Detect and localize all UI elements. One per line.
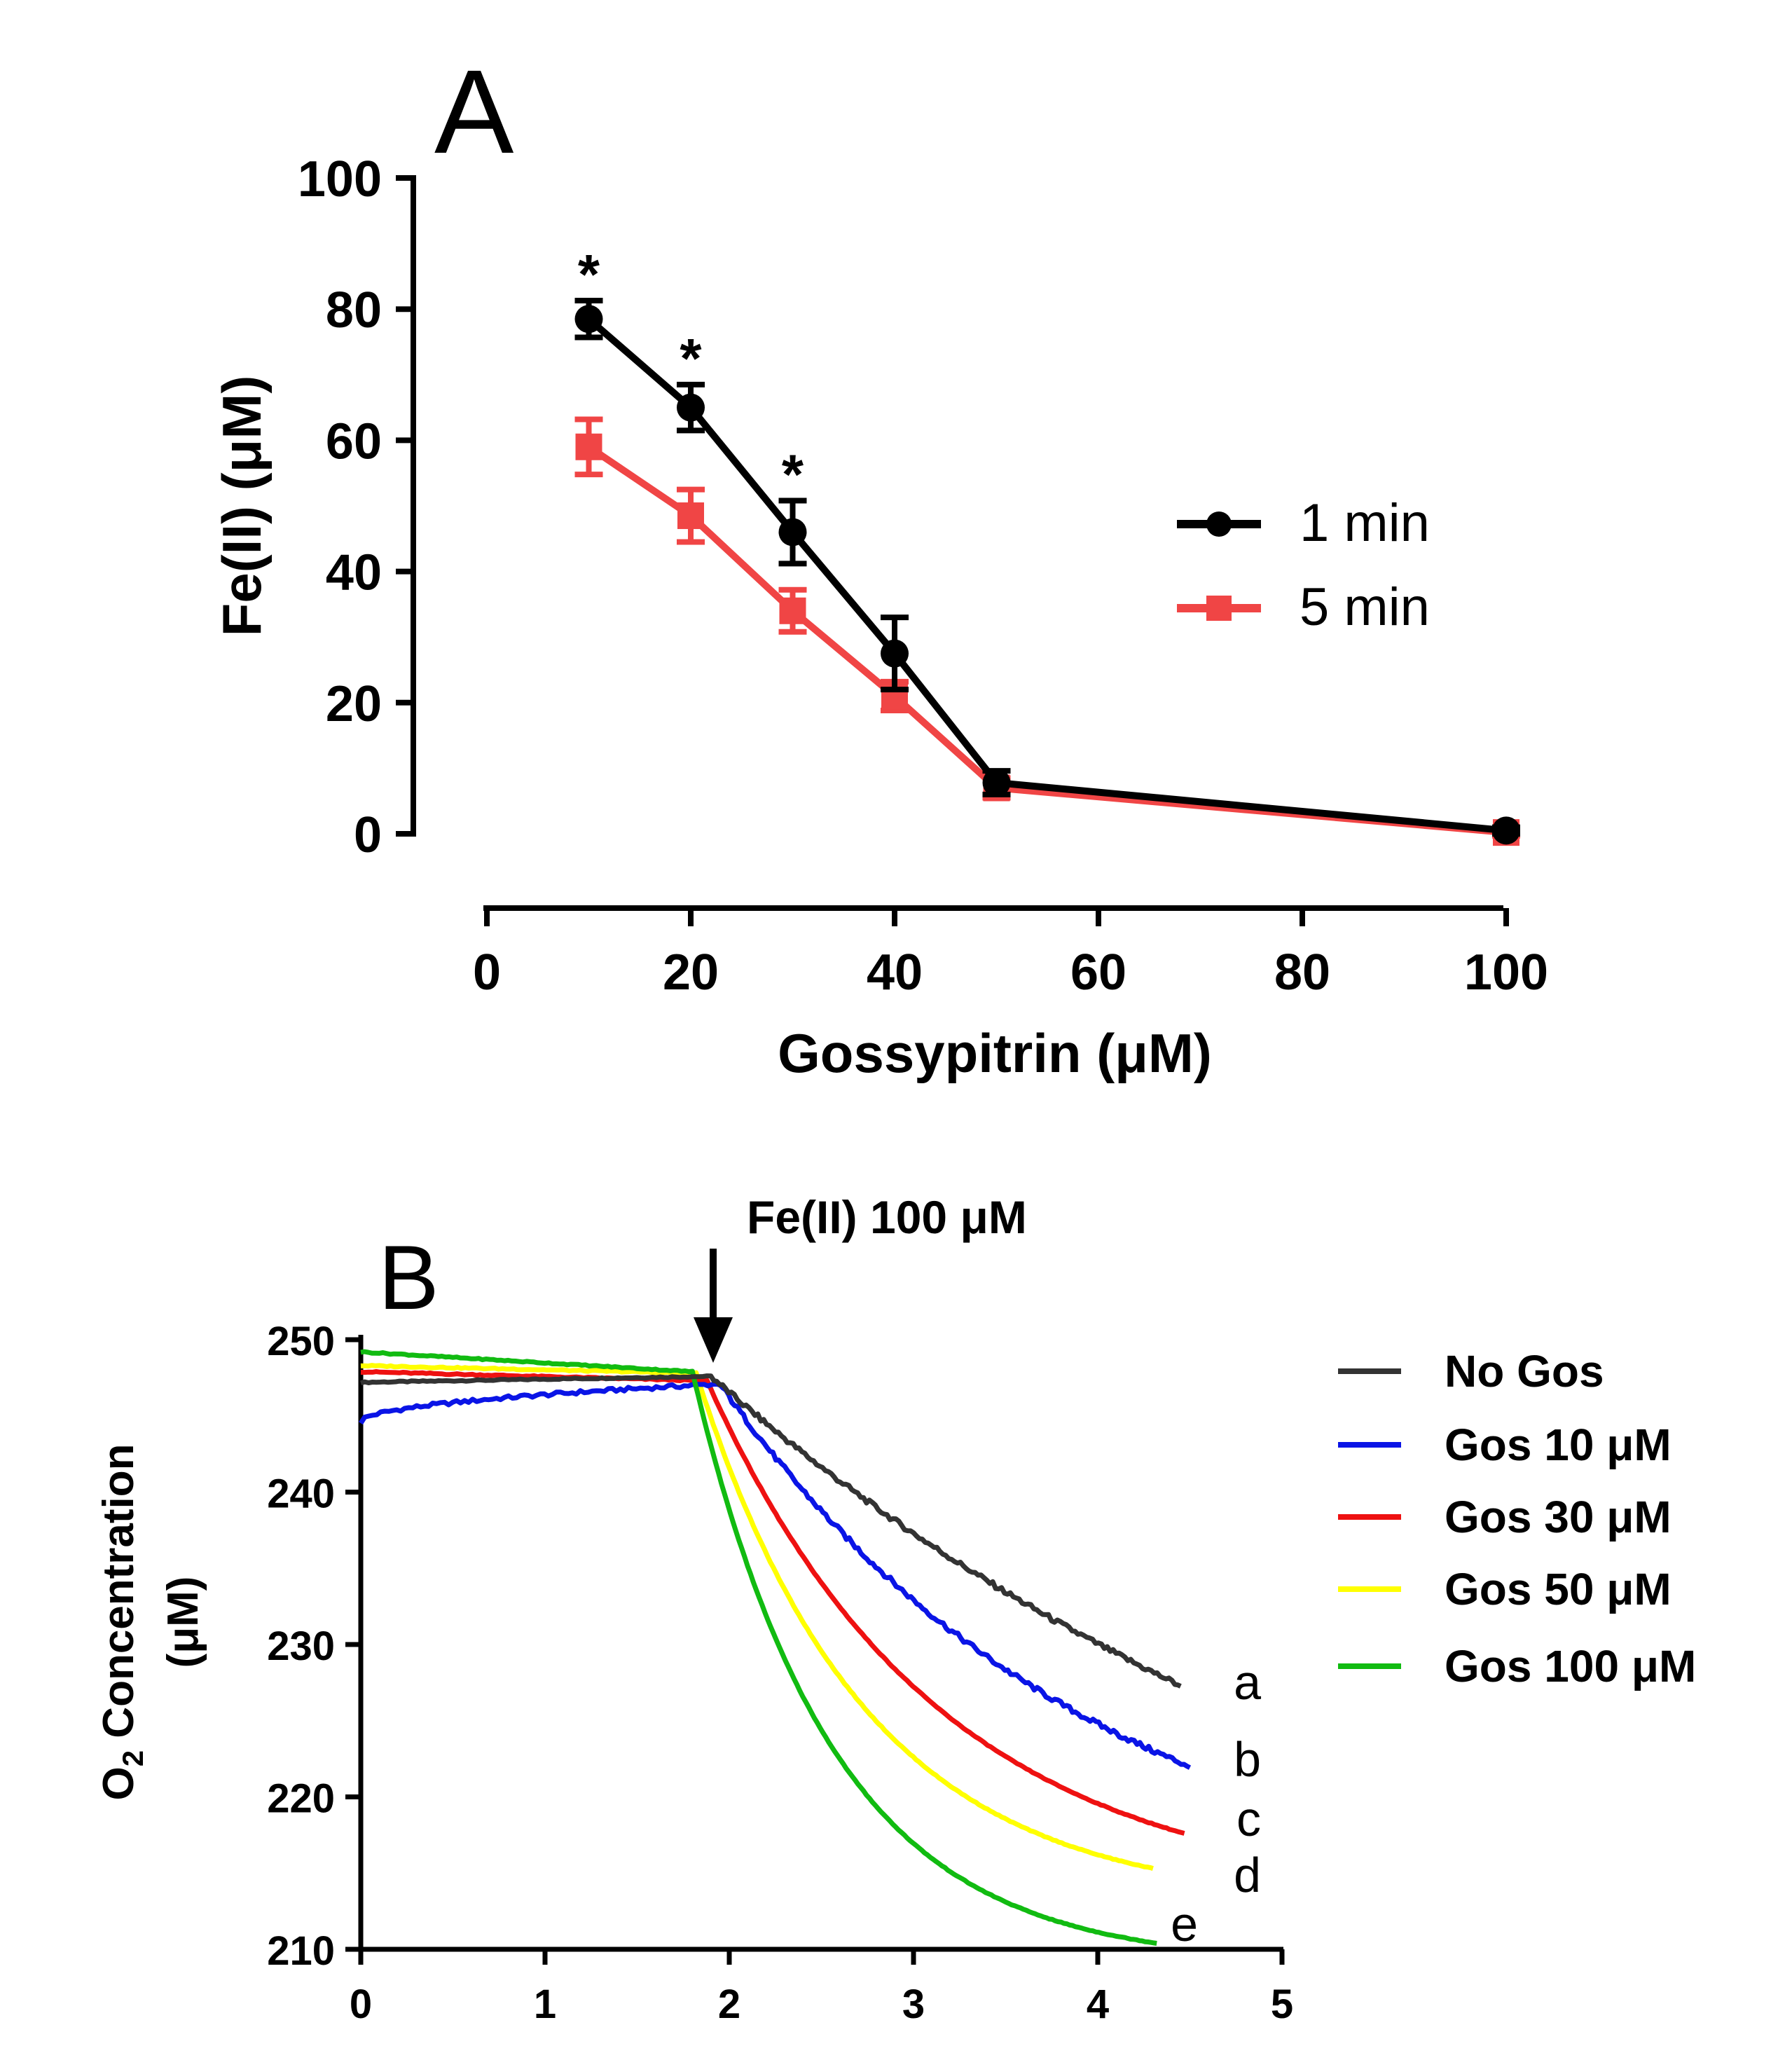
svg-text:(μM): (μM): [159, 1577, 207, 1668]
panel-a-x-ticks: 0 20 40 60 80 100: [473, 908, 1548, 1001]
significance-asterisk: *: [782, 444, 804, 506]
legend-label: No Gos: [1445, 1346, 1604, 1396]
legend-label: Gos 10 μM: [1445, 1420, 1672, 1470]
series-line-d: [360, 1363, 1154, 1871]
y-tick-label: 240: [267, 1471, 335, 1517]
series-1-min: [574, 298, 1520, 845]
panel-a-y-ticks: 0 20 40 60 80 100: [298, 151, 413, 863]
panel-b-arrow-label: Fe(II) 100 μM: [747, 1191, 1027, 1243]
panel-a-legend-item-1min: 1 min: [1177, 493, 1430, 553]
x-tick-label: 40: [867, 945, 923, 1001]
x-tick-label: 4: [1087, 1982, 1109, 2027]
series-line: [586, 316, 1507, 835]
x-tick-label: 5: [1271, 1982, 1293, 2027]
panel-b-x-ticks: 0 1 2 3 4 5: [350, 1949, 1293, 2027]
panel-b-legend: No Gos Gos 10 μM Gos 30 μM Gos 50 μM Gos 100…: [1338, 1346, 1696, 1691]
y-tick-label: 0: [354, 807, 382, 863]
panel-a-annotations: * * *: [578, 243, 804, 505]
svg-text:O2 Concentration: O2 Concentration: [95, 1443, 149, 1800]
x-tick-label: 100: [1464, 945, 1548, 1001]
legend-label: Gos 30 μM: [1445, 1492, 1672, 1542]
panel-b-series: [359, 1349, 1192, 1946]
y-tick-label: 250: [267, 1319, 335, 1364]
x-tick-label: 1: [534, 1982, 556, 2027]
x-tick-label: 0: [350, 1982, 372, 2027]
data-point: [677, 393, 705, 422]
legend-label: Gos 50 μM: [1445, 1564, 1672, 1614]
x-tick-label: 2: [718, 1982, 740, 2027]
data-point: [982, 768, 1011, 797]
significance-asterisk: *: [680, 327, 702, 390]
y-tick-label: 220: [267, 1776, 335, 1822]
legend-circle-marker: [1206, 511, 1232, 537]
x-tick-label: 3: [902, 1982, 925, 2027]
panel-b: B Fe(II) 100 μM 210 220 230 240 250 0 1 2 3 4 5 O…: [95, 1191, 1696, 2027]
y-tick-label: 100: [298, 151, 382, 207]
series-line-c: [360, 1369, 1185, 1836]
x-tick-label: 60: [1070, 945, 1126, 1001]
panel-a-legend: 1 min 5 min: [1177, 493, 1430, 637]
data-point: [677, 502, 704, 530]
end-label-c: c: [1236, 1792, 1261, 1846]
legend-item-d: Gos 50 μM: [1338, 1564, 1672, 1614]
data-point: [1492, 816, 1520, 845]
y-tick-label: 20: [326, 676, 382, 732]
legend-item-b: Gos 10 μM: [1338, 1420, 1672, 1470]
panel-a-x-axis-title: Gossypitrin (μM): [778, 1022, 1212, 1084]
panel-b-label: B: [378, 1226, 439, 1328]
data-point: [778, 518, 807, 547]
end-label-e: e: [1171, 1897, 1198, 1951]
x-tick-label: 0: [473, 945, 501, 1001]
panel-a-label: A: [434, 46, 514, 179]
panel-b-y-ticks: 210 220 230 240 250: [267, 1319, 361, 1974]
legend-square-marker: [1206, 596, 1232, 621]
panel-a: A 0 20 40 60 80 100 0 20 40 60 80 100 Gossypitrin …: [211, 46, 1548, 1084]
y-tick-label: 230: [267, 1623, 335, 1669]
end-label-b: b: [1234, 1732, 1261, 1787]
data-point: [574, 305, 603, 334]
x-tick-label: 80: [1274, 945, 1330, 1001]
x-tick-label: 20: [663, 945, 719, 1001]
panel-a-legend-item-5min: 5 min: [1177, 577, 1430, 637]
y-tick-label: 60: [326, 413, 382, 469]
series-line: [586, 444, 1507, 837]
y-tick-label: 80: [326, 282, 382, 338]
panel-a-series: [574, 298, 1520, 846]
y-tick-label: 40: [326, 545, 382, 601]
series-line-a: [359, 1373, 1182, 1689]
data-point: [575, 433, 602, 460]
significance-asterisk: *: [578, 243, 600, 305]
legend-item-a: No Gos: [1338, 1346, 1604, 1396]
legend-label: Gos 100 μM: [1445, 1641, 1696, 1691]
panel-b-y-axis-title: O2 Concentration (μM): [95, 1443, 207, 1800]
end-label-a: a: [1234, 1655, 1261, 1710]
panel-a-y-axis-title: Fe(II) (μM): [211, 376, 273, 637]
data-point: [779, 597, 806, 624]
legend-item-c: Gos 30 μM: [1338, 1492, 1672, 1542]
data-point: [881, 639, 909, 668]
panel-b-arrow-icon: [694, 1249, 733, 1363]
legend-label-1min: 1 min: [1300, 493, 1430, 553]
legend-label-5min: 5 min: [1300, 577, 1430, 637]
end-label-d: d: [1234, 1848, 1261, 1902]
legend-item-e: Gos 100 μM: [1338, 1641, 1696, 1691]
series-line-e: [360, 1349, 1157, 1946]
y-tick-label: 210: [267, 1928, 335, 1974]
series-line-b: [359, 1381, 1192, 1770]
